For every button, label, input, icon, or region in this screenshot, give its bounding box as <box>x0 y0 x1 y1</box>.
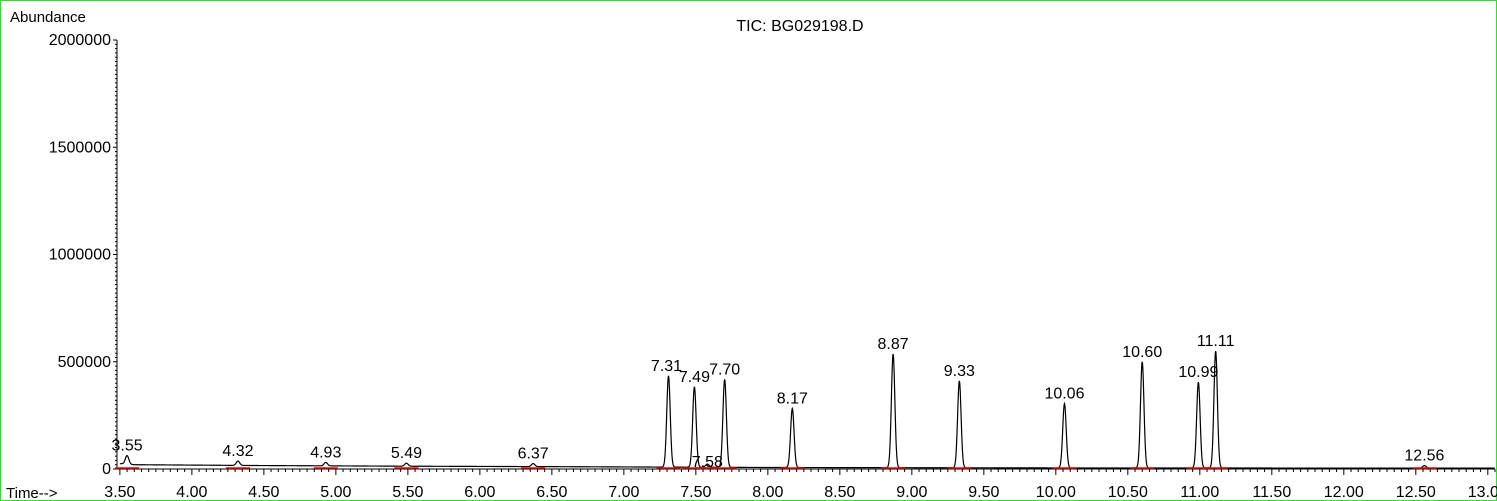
x-tick-label: 7.50 <box>680 484 711 501</box>
peak-label: 12.56 <box>1404 448 1444 465</box>
peak-label: 7.49 <box>679 369 710 386</box>
x-tick-label: 5.50 <box>392 484 423 501</box>
peak-label: 4.93 <box>310 444 341 461</box>
axes: 0 500000 1000000 1500000 2000000 3.50 4.00 4.50… <box>49 32 1497 501</box>
peak-label: 8.87 <box>878 336 909 353</box>
tic-trace <box>119 350 1495 469</box>
x-tick-label: 12.50 <box>1396 484 1436 501</box>
y-tick-label: 0 <box>102 461 111 478</box>
x-tick-label: 11.00 <box>1180 484 1219 501</box>
x-tick-label: 13.00 <box>1468 484 1497 501</box>
x-tick-label: 10.00 <box>1036 484 1076 501</box>
peak-label: 10.60 <box>1122 344 1162 361</box>
x-tick-label: 11.50 <box>1252 484 1291 501</box>
x-tick-label: 8.50 <box>824 484 855 501</box>
chart-title: TIC: BG029198.D <box>736 18 863 35</box>
x-tick-label: 6.50 <box>536 484 567 501</box>
x-tick-label: 7.00 <box>608 484 639 501</box>
peak-label: 5.49 <box>391 445 422 462</box>
peak-label: 7.70 <box>709 361 740 378</box>
y-tick-label: 2000000 <box>49 32 111 49</box>
peak-label: 10.99 <box>1178 364 1218 381</box>
y-tick-label: 1500000 <box>49 139 111 156</box>
x-tick-label: 5.00 <box>320 484 351 501</box>
peak-label: 11.11 <box>1197 333 1235 350</box>
peak-label: 9.33 <box>944 363 975 380</box>
peak-label: 10.06 <box>1044 386 1084 403</box>
x-tick-label: 9.50 <box>968 484 999 501</box>
x-tick-label: 8.00 <box>752 484 783 501</box>
x-tick-label: 6.00 <box>464 484 495 501</box>
peak-labels: 3.55 4.32 4.93 5.49 6.37 7.317.49 7.58 7.70 8.17… <box>112 333 1445 471</box>
x-tick-label: 9.00 <box>896 484 927 501</box>
x-axis-label: Time--> <box>6 485 58 501</box>
y-axis-label: Abundance <box>10 9 86 26</box>
x-tick-label: 4.50 <box>248 484 279 501</box>
y-tick-label: 500000 <box>58 354 111 371</box>
tic-trace-line <box>119 350 1495 469</box>
peak-label: 3.55 <box>112 438 143 455</box>
peak-label: 6.37 <box>518 446 549 463</box>
y-tick-label: 1000000 <box>49 247 111 264</box>
x-tick-label: 10.50 <box>1108 484 1148 501</box>
peak-label: 4.32 <box>222 443 253 460</box>
x-tick-label: 12.00 <box>1324 484 1364 501</box>
peak-label: 7.58 <box>692 454 723 471</box>
x-tick-label: 4.00 <box>176 484 207 501</box>
peak-label: 7.31 <box>651 358 682 375</box>
peak-label: 8.17 <box>777 391 808 408</box>
x-tick-label: 3.50 <box>104 484 135 501</box>
